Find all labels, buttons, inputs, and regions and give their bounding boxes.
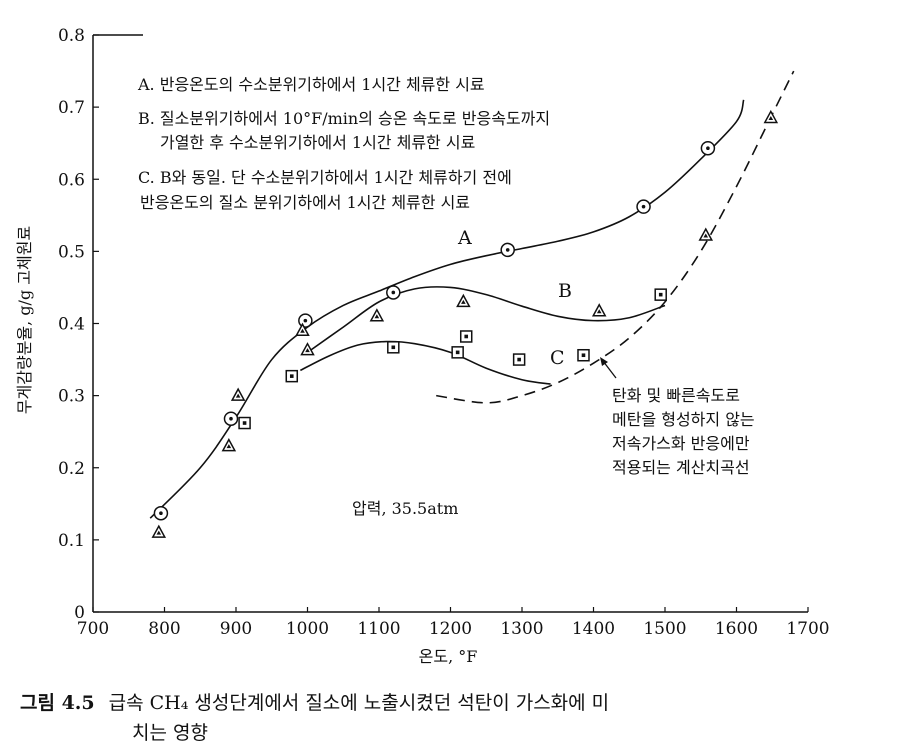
x-tick-label: 1600 bbox=[715, 619, 758, 639]
data-markers bbox=[151, 109, 779, 538]
dashed-note-line4: 적용되는 계산치곡선 bbox=[612, 458, 750, 477]
marker-b bbox=[230, 387, 246, 401]
curve-c bbox=[299, 340, 551, 385]
legend-c-line1: C. B와 동일. 단 수소분위기하에서 1시간 체류하기 전에 bbox=[138, 168, 512, 187]
marker-b bbox=[221, 438, 237, 452]
y-tick-label: 0.4 bbox=[58, 315, 85, 335]
marker-a bbox=[386, 285, 401, 300]
y-tick-label: 0 bbox=[74, 603, 85, 623]
marker-b bbox=[369, 308, 385, 322]
curve-label-c: C bbox=[550, 347, 565, 369]
x-tick-label: 900 bbox=[220, 619, 252, 639]
y-axis-label: 무게감량분율, g/g 고체원료 bbox=[15, 226, 34, 414]
caption-line2: 치는 영향 bbox=[132, 722, 208, 744]
marker-c bbox=[238, 416, 251, 430]
y-tick-label: 0.2 bbox=[58, 459, 85, 479]
curve-label-a: A bbox=[457, 227, 472, 249]
marker-b bbox=[300, 342, 315, 356]
x-tick-label: 700 bbox=[77, 619, 109, 639]
x-tick-label: 1000 bbox=[286, 619, 329, 639]
marker-a bbox=[153, 505, 169, 521]
legend-b-line1: B. 질소분위기하에서 10°F/min의 승온 속도로 반응속도까지 bbox=[138, 109, 550, 128]
chart: 700 800 900 1000 1100 1200 1300 1400 1500 1600 170… bbox=[15, 26, 830, 666]
y-tick-label: 0.6 bbox=[58, 170, 85, 190]
y-tick-label: 0.8 bbox=[58, 26, 85, 46]
x-tick-label: 1700 bbox=[786, 619, 829, 639]
marker-c bbox=[654, 288, 667, 301]
x-tick-label: 1100 bbox=[357, 619, 400, 639]
x-tick-label: 1200 bbox=[429, 619, 472, 639]
y-ticks: 0 0.1 0.2 0.3 0.4 0.5 0.6 0.7 0.8 bbox=[58, 26, 99, 623]
marker-c bbox=[451, 346, 464, 359]
legend-b-line2: 가열한 후 수소분위기하에서 1시간 체류한 시료 bbox=[160, 133, 475, 152]
marker-b bbox=[456, 293, 471, 308]
marker-b bbox=[591, 303, 607, 317]
figure-caption: 그림 4.5 급속 CH₄ 생성단계에서 질소에 노출시켰던 석탄이 가스화에 미… bbox=[20, 688, 880, 748]
curve-a bbox=[149, 99, 745, 519]
x-tick-label: 1500 bbox=[643, 619, 686, 639]
x-tick-label: 1300 bbox=[500, 619, 543, 639]
marker-b bbox=[698, 227, 714, 241]
marker-a bbox=[298, 313, 313, 328]
x-ticks: 700 800 900 1000 1100 1200 1300 1400 1500 1600 170… bbox=[77, 607, 830, 639]
marker-c bbox=[285, 369, 299, 383]
caption-number: 그림 4.5 bbox=[20, 692, 95, 714]
legend-c-line2: 반응온도의 질소 분위기하에서 1시간 체류한 시료 bbox=[140, 193, 470, 212]
pressure-annotation: 압력, 35.5atm bbox=[352, 499, 458, 518]
marker-a bbox=[636, 199, 651, 214]
dashed-note-line3: 저속가스화 반응에만 bbox=[612, 434, 750, 453]
marker-b bbox=[151, 524, 167, 538]
y-tick-label: 0.3 bbox=[58, 387, 85, 407]
curve-dashed-calc bbox=[436, 70, 795, 404]
marker-c bbox=[512, 353, 526, 366]
marker-c bbox=[577, 348, 590, 362]
marker-b bbox=[763, 109, 779, 124]
y-tick-label: 0.5 bbox=[58, 242, 85, 262]
curves bbox=[149, 70, 795, 519]
marker-a bbox=[223, 411, 239, 426]
dashed-note-line1: 탄화 및 빠른속도로 bbox=[612, 386, 740, 405]
dashed-note-line2: 메탄을 형성하지 않는 bbox=[612, 410, 755, 429]
curve-b bbox=[307, 286, 666, 354]
y-tick-label: 0.1 bbox=[58, 531, 85, 551]
x-tick-label: 1400 bbox=[572, 619, 615, 639]
x-axis-label: 온도, °F bbox=[419, 647, 478, 666]
legend-a: A. 반응온도의 수소분위기하에서 1시간 체류한 시료 bbox=[137, 75, 485, 94]
marker-a bbox=[500, 242, 515, 258]
marker-c bbox=[387, 341, 400, 354]
marker-a bbox=[700, 140, 716, 156]
caption-line1: 급속 CH₄ 생성단계에서 질소에 노출시켰던 석탄이 가스화에 미 bbox=[108, 692, 610, 714]
annotation-arrow-head bbox=[600, 357, 608, 366]
curve-label-b: B bbox=[558, 280, 572, 302]
marker-b bbox=[295, 322, 310, 336]
marker-c bbox=[459, 330, 473, 343]
y-tick-label: 0.7 bbox=[58, 98, 85, 118]
x-tick-label: 800 bbox=[148, 619, 180, 639]
